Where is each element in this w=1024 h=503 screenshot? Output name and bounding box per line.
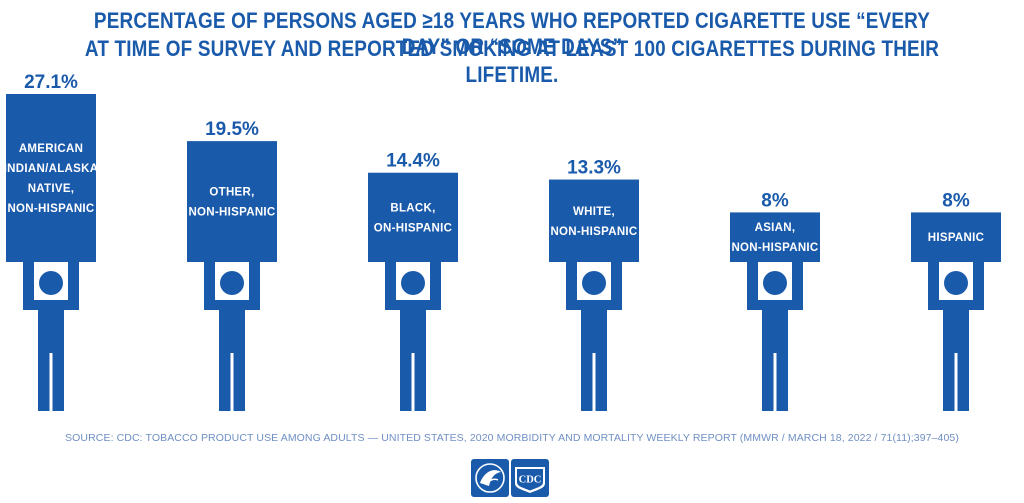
hhs-eagle-icon [471,459,509,497]
person-right-leg [595,345,607,411]
cdc-logo-text: CDC [519,475,542,486]
value-label: 8% [942,190,970,211]
bar-sign [6,94,96,262]
person-torso [219,303,245,353]
chart-title-line-1: PERCENTAGE OF PERSONS AGED ≥18 YEARS WHO… [93,8,931,59]
category-label: HISPANIC [928,232,985,244]
bar-sign [549,179,639,262]
category-label: NON-HISPANIC [188,207,275,219]
category-label: NON-HISPANIC [731,242,818,254]
chart-area: 27.1% AMERICAN INDIAN/ALASKA NATIVE, NON-HIS… [4,72,1001,411]
value-label: 13.3% [567,158,621,179]
person-left-leg [943,345,955,411]
cdc-hhs-logos: CDC [471,459,549,497]
person-right-leg [414,345,426,411]
person-head [582,271,606,295]
person-head [944,271,968,295]
person-head [763,271,787,295]
cdc-logo-icon: CDC [511,459,549,497]
person-torso [943,303,969,353]
person-torso [762,303,788,353]
person-left-leg [38,345,50,411]
person-left-leg [219,345,231,411]
person-right-leg [233,345,245,411]
person-torso [38,303,64,353]
person-head [220,271,244,295]
category-label: AMERICAN [19,143,83,155]
category-label: WHITE, [573,206,615,218]
category-label: NON-HISPANIC [7,203,94,215]
bar-sign [730,212,820,262]
person-left-leg [581,345,593,411]
value-label: 8% [761,190,789,211]
person-right-leg [957,345,969,411]
category-label: NON-HISPANIC [550,226,637,238]
value-label: 19.5% [205,119,259,140]
category-label: NATIVE, [28,183,75,195]
person-right-leg [52,345,64,411]
value-label: 14.4% [386,151,440,172]
person-right-leg [776,345,788,411]
person-torso [581,303,607,353]
bar-sign [187,141,277,262]
category-label: ASIAN, [755,222,796,234]
category-label: ON-HISPANIC [374,222,452,234]
source-note: SOURCE: CDC: TOBACCO PRODUCT USE AMONG A… [65,432,959,444]
person-head [39,271,63,295]
person-left-leg [762,345,774,411]
category-label: INDIAN/ALASKA [4,163,99,175]
person-torso [400,303,426,353]
bar-sign [911,212,1001,262]
category-label: BLACK, [390,202,435,214]
value-label: 27.1% [24,72,78,93]
category-label: OTHER, [209,187,254,199]
bar-sign [368,172,458,262]
person-left-leg [400,345,412,411]
chart-title-line-2: AT TIME OF SURVEY AND REPORTED SMOKING A… [84,36,940,87]
person-head [401,271,425,295]
